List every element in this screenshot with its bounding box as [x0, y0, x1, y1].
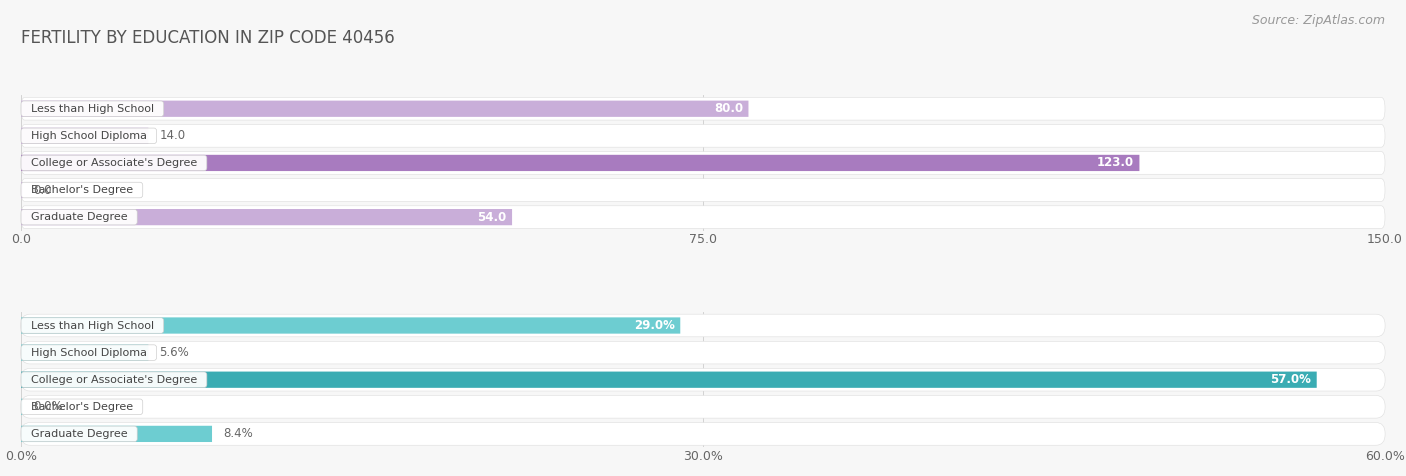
FancyBboxPatch shape [21, 152, 1385, 174]
Text: 29.0%: 29.0% [634, 319, 675, 332]
Text: High School Diploma: High School Diploma [24, 131, 153, 141]
FancyBboxPatch shape [21, 341, 1385, 364]
Text: 14.0: 14.0 [159, 129, 186, 142]
FancyBboxPatch shape [21, 426, 212, 442]
Text: College or Associate's Degree: College or Associate's Degree [24, 158, 204, 168]
Text: Graduate Degree: Graduate Degree [24, 429, 135, 439]
FancyBboxPatch shape [21, 423, 1385, 445]
FancyBboxPatch shape [21, 317, 681, 334]
FancyBboxPatch shape [21, 155, 1139, 171]
FancyBboxPatch shape [21, 98, 1385, 120]
Text: 0.0: 0.0 [34, 184, 52, 197]
Text: 8.4%: 8.4% [224, 427, 253, 440]
Text: College or Associate's Degree: College or Associate's Degree [24, 375, 204, 385]
Text: FERTILITY BY EDUCATION IN ZIP CODE 40456: FERTILITY BY EDUCATION IN ZIP CODE 40456 [21, 29, 395, 47]
Text: Source: ZipAtlas.com: Source: ZipAtlas.com [1251, 14, 1385, 27]
Text: Bachelor's Degree: Bachelor's Degree [24, 185, 141, 195]
FancyBboxPatch shape [21, 125, 1385, 147]
Text: 0.0%: 0.0% [34, 400, 63, 413]
Text: 54.0: 54.0 [478, 210, 506, 224]
FancyBboxPatch shape [21, 128, 149, 144]
FancyBboxPatch shape [21, 178, 1385, 201]
FancyBboxPatch shape [21, 368, 1385, 391]
FancyBboxPatch shape [21, 372, 1317, 388]
Text: High School Diploma: High School Diploma [24, 347, 153, 357]
FancyBboxPatch shape [21, 100, 748, 117]
Text: 80.0: 80.0 [714, 102, 742, 115]
Text: 57.0%: 57.0% [1271, 373, 1312, 386]
FancyBboxPatch shape [21, 209, 512, 225]
Text: Bachelor's Degree: Bachelor's Degree [24, 402, 141, 412]
Text: 5.6%: 5.6% [159, 346, 188, 359]
FancyBboxPatch shape [21, 206, 1385, 228]
Text: Less than High School: Less than High School [24, 320, 160, 330]
FancyBboxPatch shape [21, 314, 1385, 337]
FancyBboxPatch shape [21, 345, 149, 361]
Text: Graduate Degree: Graduate Degree [24, 212, 135, 222]
Text: Less than High School: Less than High School [24, 104, 160, 114]
Text: 123.0: 123.0 [1097, 157, 1135, 169]
FancyBboxPatch shape [21, 396, 1385, 418]
